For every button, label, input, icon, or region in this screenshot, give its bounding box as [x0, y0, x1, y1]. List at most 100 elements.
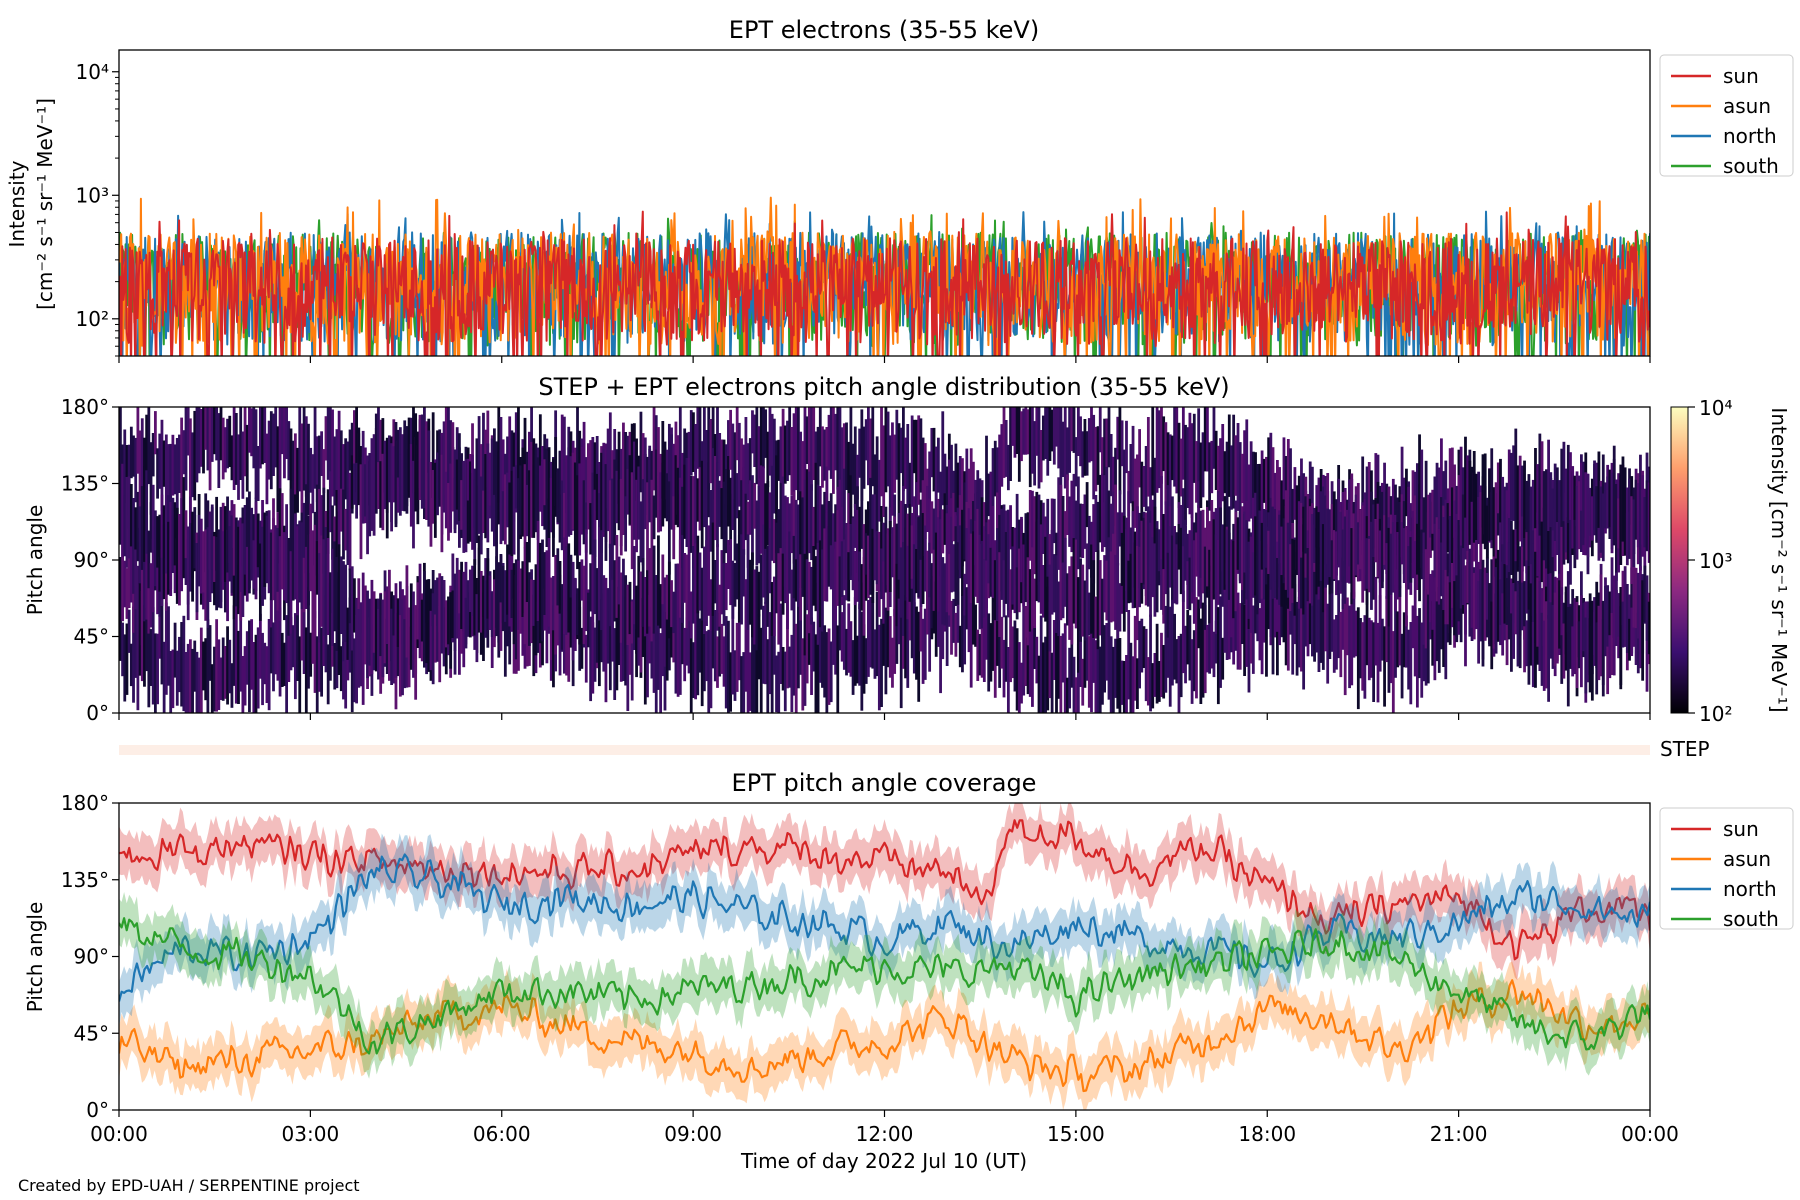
heat-cell — [1059, 635, 1063, 713]
heat-cell — [433, 462, 437, 538]
heat-cell — [372, 434, 376, 518]
heat-cell — [818, 617, 822, 683]
heat-cell — [143, 605, 146, 687]
heat-cell — [248, 407, 251, 453]
heat-cell — [499, 417, 503, 512]
heat-cell — [119, 557, 122, 659]
heat-cell — [746, 534, 750, 630]
panel-pitch-coverage: EPT pitch angle coverage 0°45°90°135°180… — [23, 769, 1794, 1173]
heat-cell — [335, 620, 339, 689]
heat-cell — [895, 563, 899, 627]
heat-cell — [138, 506, 142, 584]
heat-cell — [1041, 415, 1045, 461]
heat-cell — [667, 481, 671, 575]
heat-cell — [361, 632, 365, 705]
heat-cell — [1628, 618, 1631, 661]
heat-cell — [595, 568, 599, 663]
heat-cell — [440, 576, 444, 654]
heat-cell — [838, 604, 842, 651]
heat-cell — [254, 409, 258, 500]
heat-cell — [503, 596, 507, 677]
heat-cell — [1160, 407, 1163, 484]
heat-cell — [1118, 490, 1122, 547]
heat-cell — [195, 651, 199, 713]
heat-cell — [1251, 451, 1255, 514]
heat-cell — [313, 407, 317, 489]
heat-cell — [1566, 517, 1570, 564]
heat-cell — [136, 491, 140, 562]
heat-cell — [1094, 640, 1098, 713]
heat-cell — [1210, 571, 1214, 669]
heat-cell — [875, 591, 879, 677]
heat-cell — [455, 594, 459, 639]
heat-cell — [1076, 643, 1080, 713]
heat-cell — [1055, 407, 1058, 447]
ytick-label: 45° — [74, 625, 109, 649]
heat-cell — [722, 481, 726, 564]
heat-cell — [210, 664, 214, 713]
heat-cell — [145, 608, 149, 672]
heat-cell — [302, 502, 306, 564]
heat-cell — [941, 411, 945, 506]
heat-cell — [226, 496, 229, 573]
heat-cell — [320, 495, 324, 546]
heat-cell — [1041, 565, 1045, 618]
heat-cell — [1037, 518, 1041, 603]
heat-cell — [1151, 407, 1155, 496]
heat-cell — [860, 564, 864, 611]
series-line-sun — [119, 819, 1650, 961]
heat-cell — [543, 459, 547, 506]
heat-cell — [1057, 477, 1061, 570]
heat-cell — [1002, 407, 1006, 478]
heat-cell — [597, 462, 601, 503]
heat-cell — [862, 524, 866, 583]
heat-cell — [1475, 473, 1478, 542]
heat-cell — [1238, 506, 1242, 584]
heat-cell — [727, 620, 730, 713]
heat-cell — [681, 535, 684, 623]
heat-cell — [757, 614, 761, 680]
heat-cell — [593, 627, 597, 682]
heat-cell — [1564, 592, 1568, 671]
heat-cell — [333, 643, 337, 690]
heat-cell — [291, 625, 295, 668]
heat-cell — [604, 464, 608, 561]
heat-cell — [1011, 407, 1015, 446]
heat-cell — [1162, 569, 1166, 624]
heat-cell — [667, 615, 671, 671]
heat-cell — [1361, 456, 1365, 541]
heat-cell — [619, 572, 623, 643]
heat-cell — [221, 531, 225, 590]
heat-cell — [471, 454, 474, 550]
heat-cell — [1164, 605, 1168, 693]
heat-cell — [1326, 508, 1330, 585]
heat-cell — [858, 506, 862, 582]
heat-cell — [1006, 444, 1010, 491]
heat-cell — [1129, 553, 1133, 603]
heat-cell — [882, 561, 886, 624]
heat-cell — [869, 418, 872, 510]
heat-cell — [1142, 466, 1146, 507]
heat-cell — [1352, 513, 1356, 599]
heat-cell — [851, 443, 855, 495]
heat-cell — [1195, 597, 1198, 699]
heat-cell — [1551, 604, 1555, 669]
heat-cell — [1120, 420, 1124, 467]
heat-cell — [1601, 454, 1605, 528]
heat-cell — [615, 592, 619, 691]
heat-cell — [348, 429, 352, 471]
heat-cell — [1555, 467, 1559, 522]
heat-cell — [770, 465, 774, 561]
heat-cell — [147, 530, 151, 589]
heat-cell — [1026, 409, 1030, 455]
heat-cell — [458, 433, 461, 521]
heat-cell — [1164, 422, 1168, 505]
heat-cell — [324, 595, 328, 673]
heat-cell — [884, 536, 888, 593]
heat-cell — [1538, 433, 1542, 525]
heat-cell — [724, 563, 728, 611]
heat-cell — [1260, 587, 1264, 675]
heat-cell — [899, 427, 903, 474]
heat-cell — [1625, 584, 1629, 653]
heat-cell — [178, 434, 181, 493]
